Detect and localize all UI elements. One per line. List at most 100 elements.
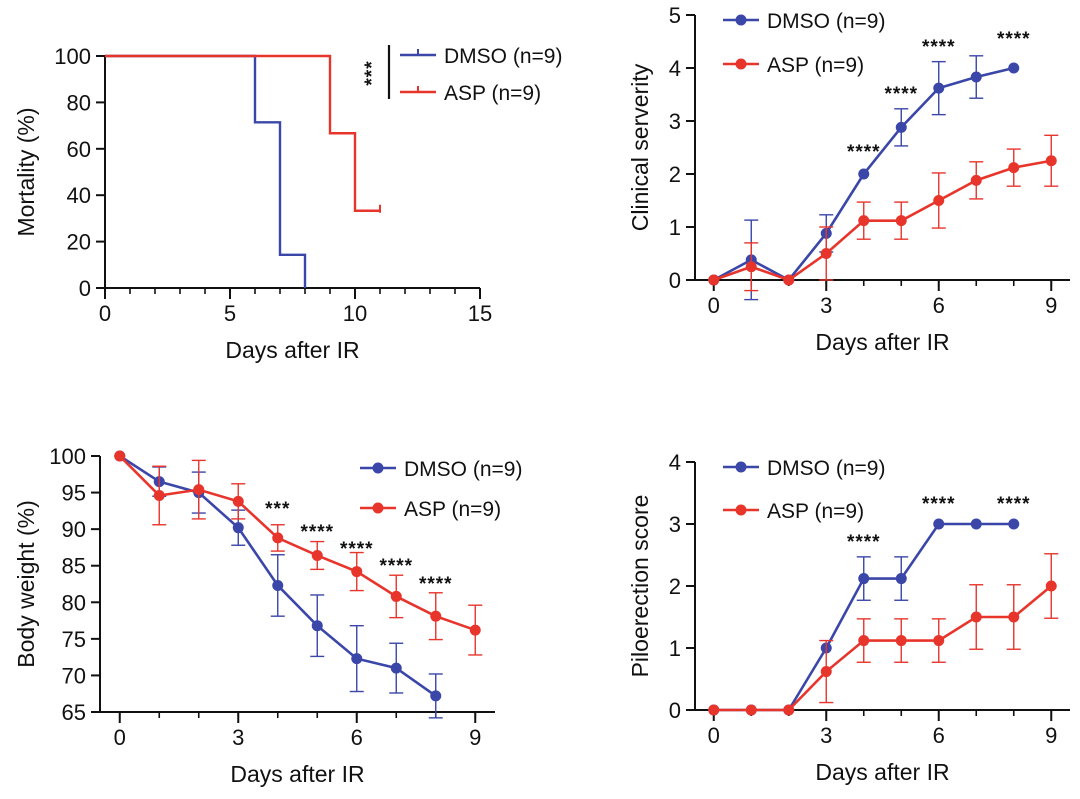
y-tick-label: 1 <box>669 636 681 661</box>
y-tick-label: 70 <box>62 663 86 688</box>
legend-item-asp: ASP (n=9) <box>723 500 864 523</box>
data-point <box>970 611 982 623</box>
y-axis-title: Piloerection score <box>627 495 653 678</box>
significance-label: *** <box>265 499 290 520</box>
data-point <box>430 610 442 622</box>
series-asp <box>114 450 483 656</box>
legend-swatch-dot <box>372 462 384 474</box>
legend-swatch-dot <box>735 504 747 516</box>
significance-label: **** <box>300 522 334 543</box>
x-tick-label: 0 <box>708 293 720 318</box>
y-tick-label: 2 <box>669 162 681 187</box>
legend-item-dmso: DMSO (n=9) <box>400 45 562 68</box>
data-point <box>933 195 945 206</box>
data-point <box>351 653 363 665</box>
data-point <box>933 518 945 530</box>
y-tick-label: 80 <box>62 590 86 615</box>
x-tick-label: 15 <box>468 301 492 326</box>
y-tick-label: 3 <box>669 512 681 537</box>
data-point <box>272 579 284 591</box>
legend-label: DMSO (n=9) <box>767 10 885 33</box>
significance-label: **** <box>379 556 413 577</box>
y-tick-label: 20 <box>67 230 91 255</box>
data-point <box>783 274 795 286</box>
legend-item-asp: ASP (n=9) <box>400 82 541 105</box>
y-tick-label: 0 <box>79 276 91 301</box>
chart-mortality: 0 5 10 15 0 20 40 60 80 100 Days after IR Mortality… <box>13 44 562 363</box>
y-tick-label: 3 <box>669 109 681 134</box>
data-point <box>1008 518 1020 530</box>
x-axis-title: Days after IR <box>815 759 949 785</box>
legend-swatch-dot <box>372 502 384 514</box>
y-tick-label: 80 <box>67 90 91 115</box>
series-line <box>713 159 1052 282</box>
legend-item-dmso: DMSO (n=9) <box>360 458 522 481</box>
data-point <box>193 484 205 496</box>
y-tick-label: 100 <box>49 444 86 469</box>
y-tick-label: 40 <box>67 183 91 208</box>
series-asp <box>708 134 1059 292</box>
significance-label: **** <box>884 84 918 105</box>
significance-label: **** <box>922 37 956 58</box>
x-axis-title: Days after IR <box>230 761 364 787</box>
legend-label: DMSO (n=9) <box>444 45 562 68</box>
data-point <box>114 450 126 462</box>
data-point <box>390 590 402 602</box>
legend-item-dmso: DMSO (n=9) <box>723 10 885 33</box>
data-point <box>895 635 907 647</box>
legend-label: ASP (n=9) <box>767 500 864 523</box>
x-tick-label: 3 <box>820 723 832 748</box>
data-point <box>1008 62 1020 74</box>
data-point <box>895 215 907 227</box>
data-point <box>820 666 832 678</box>
data-point <box>390 662 402 674</box>
data-point <box>430 690 442 702</box>
data-point <box>783 704 795 716</box>
data-point <box>1045 580 1057 592</box>
legend-label: DMSO (n=9) <box>767 457 885 480</box>
y-tick-label: 2 <box>669 574 681 599</box>
data-point <box>1008 611 1020 623</box>
data-point <box>469 624 481 636</box>
y-tick-label: 85 <box>62 554 86 579</box>
data-point <box>970 71 982 83</box>
data-point <box>232 522 244 534</box>
y-tick-label: 1 <box>669 215 681 240</box>
y-axis-title: Body weight (%) <box>13 500 39 667</box>
significance-label: **** <box>419 574 453 595</box>
legend-item-asp: ASP (n=9) <box>723 54 864 77</box>
legend-swatch-dot <box>735 461 747 473</box>
x-tick-label: 0 <box>99 301 111 326</box>
series-dmso <box>105 54 307 288</box>
x-tick-label: 10 <box>343 301 367 326</box>
legend-label: ASP (n=9) <box>767 54 864 77</box>
data-point <box>1045 155 1057 167</box>
y-tick-label: 60 <box>67 137 91 162</box>
data-point <box>745 704 757 716</box>
significance-label: **** <box>340 539 374 560</box>
series-line <box>118 455 476 632</box>
data-point <box>351 566 363 578</box>
data-point <box>311 620 323 632</box>
series-dmso <box>114 450 443 719</box>
series-line <box>713 584 1053 712</box>
x-tick-label: 0 <box>114 725 126 750</box>
data-point <box>153 489 165 501</box>
data-point <box>1008 162 1020 174</box>
significance-label: **** <box>997 494 1031 515</box>
y-tick-label: 95 <box>62 481 86 506</box>
legend-label: ASP (n=9) <box>404 498 501 521</box>
x-tick-label: 3 <box>820 293 832 318</box>
y-tick-label: 0 <box>669 268 681 293</box>
x-tick-label: 6 <box>933 723 945 748</box>
data-point <box>970 174 982 186</box>
data-point <box>708 704 720 716</box>
x-tick-label: 9 <box>1045 723 1057 748</box>
legend-swatch-dot <box>735 58 747 70</box>
series-asp <box>105 54 381 213</box>
y-tick-label: 75 <box>62 627 86 652</box>
x-tick-label: 0 <box>708 723 720 748</box>
data-point <box>933 635 945 647</box>
y-tick-label: 65 <box>62 700 86 725</box>
